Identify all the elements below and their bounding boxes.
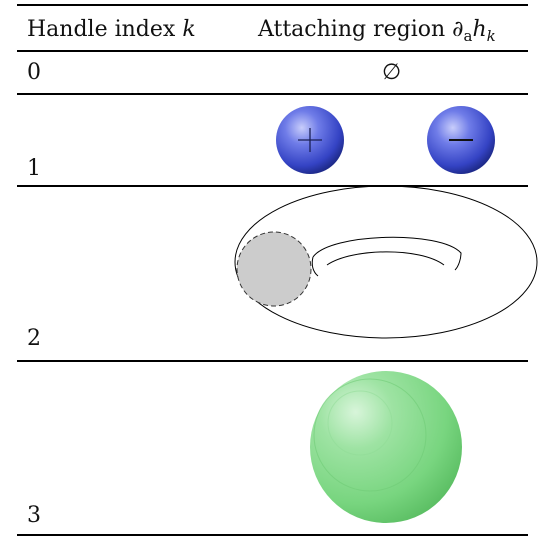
column-header-handle-index: Handle index k — [27, 19, 196, 41]
header-rule — [17, 50, 528, 52]
row-0-empty-set: ∅ — [382, 60, 402, 85]
row-0-rule — [17, 93, 528, 95]
row-1-rule — [17, 185, 528, 187]
torus-figure — [234, 185, 538, 339]
table-bottom-rule — [17, 534, 528, 536]
header-col1-text: Handle index — [27, 17, 183, 42]
header-col2-sub: a — [463, 27, 473, 45]
green-sphere — [310, 371, 462, 523]
table-top-rule — [17, 4, 528, 6]
header-col2-var-sub: k — [486, 27, 496, 45]
row-2-rule — [17, 360, 528, 362]
header-col2-symbol: ∂ — [452, 17, 464, 42]
row-3-index: 3 — [27, 503, 41, 528]
positive-sphere — [276, 106, 344, 174]
negative-sphere — [427, 106, 495, 174]
gray-disk — [236, 231, 312, 307]
header-col2-var: h — [472, 17, 487, 42]
torus-hole-side-curve — [311, 256, 319, 277]
row-1-index: 1 — [27, 156, 41, 181]
row-0-index: 0 — [27, 60, 41, 85]
torus-hole-lower-curve — [326, 251, 445, 266]
row-2-index: 2 — [27, 326, 41, 351]
header-col1-var: k — [182, 17, 196, 42]
torus-hole-upper-curve — [312, 236, 462, 271]
header-col2-text: Attaching region — [258, 17, 453, 42]
column-header-attaching-region: Attaching region ∂ahk — [258, 17, 496, 44]
